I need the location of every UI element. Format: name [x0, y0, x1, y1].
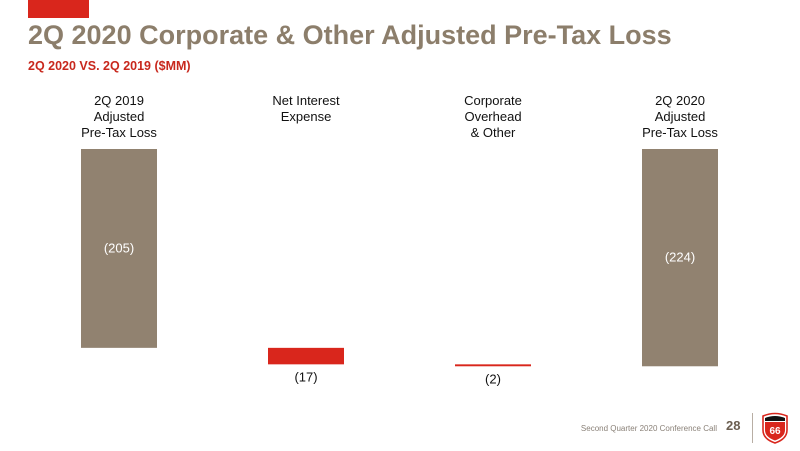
slide-subtitle: 2Q 2020 VS. 2Q 2019 ($MM) — [28, 59, 191, 73]
top-accent-bar — [28, 0, 89, 18]
footer-divider — [752, 413, 753, 443]
category-label-4: 2Q 2020 Adjusted Pre-Tax Loss — [642, 93, 718, 140]
company-logo-shield-icon: 66 — [762, 412, 788, 444]
category-label-2: Net Interest Expense — [272, 93, 340, 124]
category-label-1: 2Q 2019 Adjusted Pre-Tax Loss — [81, 93, 157, 140]
waterfall-chart: (205) 2Q 2019 Adjusted Pre-Tax Loss (17) Net … — [81, 93, 718, 386]
footer-text: Second Quarter 2020 Conference Call — [580, 424, 717, 433]
bar-value-label-4: (224) — [665, 250, 695, 265]
bar-value-label-3: (2) — [485, 371, 501, 386]
bar-2 — [268, 347, 344, 365]
slide-title: 2Q 2020 Corporate & Other Adjusted Pre-T… — [28, 20, 672, 50]
bar-value-label-2: (17) — [294, 369, 317, 384]
bar-3 — [455, 364, 531, 367]
page-number: 28 — [726, 418, 741, 433]
bar-4 — [642, 149, 718, 367]
category-label-3: Corporate Overhead & Other — [464, 93, 522, 140]
bar-value-label-1: (205) — [104, 240, 134, 255]
bar-1 — [81, 149, 157, 348]
logo-text: 66 — [769, 426, 781, 437]
